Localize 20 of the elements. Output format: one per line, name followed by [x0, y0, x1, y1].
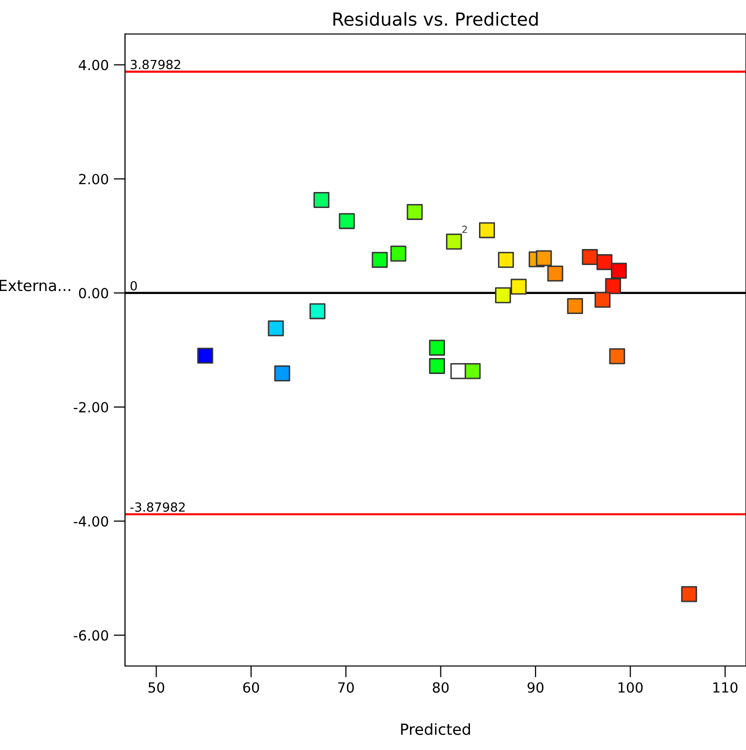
- x-tick-label: 70: [338, 682, 354, 693]
- y-axis-title: Externa...: [0, 280, 70, 292]
- x-tick-label: 60: [243, 682, 260, 693]
- y-tick-label: -2.00: [74, 402, 108, 413]
- annotation: 2: [462, 226, 467, 233]
- chart-title: Residuals vs. Predicted: [333, 12, 538, 26]
- x-tick-label: 90: [528, 682, 544, 693]
- y-tick-label: 0.00: [79, 288, 108, 298]
- x-axis-title: Predicted: [401, 723, 470, 736]
- y-tick-label: 4.00: [78, 60, 108, 70]
- y-tick-label: -6.00: [74, 630, 108, 641]
- ref-line-label: 3.87982: [130, 60, 180, 70]
- y-tick-label: 2.00: [79, 174, 108, 184]
- x-tick-label: 110: [713, 682, 738, 693]
- ref-line-label: 0: [130, 281, 137, 291]
- y-tick-label: -4.00: [74, 516, 108, 527]
- ref-line-label: -3.87982: [130, 502, 185, 512]
- x-tick-label: 50: [148, 682, 164, 693]
- x-tick-label: 100: [618, 682, 643, 693]
- x-tick-label: 80: [432, 682, 449, 693]
